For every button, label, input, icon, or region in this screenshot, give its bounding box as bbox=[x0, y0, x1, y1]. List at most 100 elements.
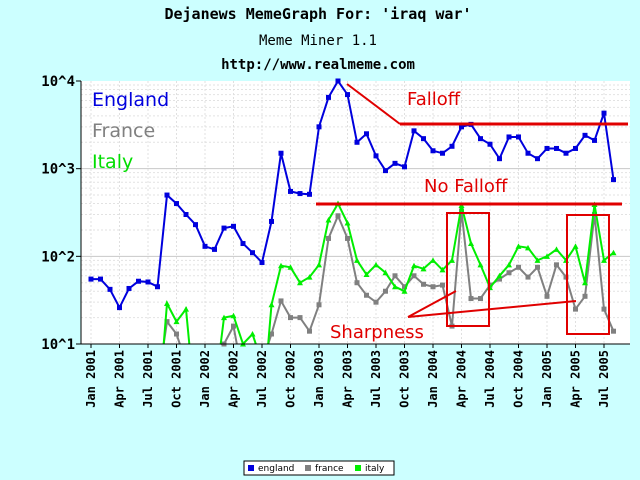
x-tick-label: Apr 2005 bbox=[569, 350, 583, 408]
italy-point bbox=[610, 249, 617, 256]
france-series-label: France bbox=[92, 120, 155, 142]
italy-point bbox=[344, 220, 351, 226]
italy-point bbox=[468, 240, 474, 247]
england-point bbox=[145, 279, 151, 285]
france-point bbox=[316, 302, 322, 308]
france-point bbox=[402, 284, 407, 290]
england-point bbox=[107, 286, 113, 292]
italy-point bbox=[221, 314, 227, 321]
france-point bbox=[468, 296, 474, 302]
france-point bbox=[269, 331, 274, 337]
france-point bbox=[364, 292, 369, 298]
england-point bbox=[335, 78, 341, 84]
france-point bbox=[554, 262, 559, 268]
annotations: Falloff No Falloff Sharpness bbox=[316, 83, 628, 343]
italy-point bbox=[515, 243, 522, 249]
france-point bbox=[601, 306, 607, 312]
england-point bbox=[573, 145, 578, 151]
france-point bbox=[525, 274, 531, 280]
x-tick-label: Jul 2003 bbox=[369, 350, 383, 408]
italy-point bbox=[373, 261, 379, 268]
y-tick-label: 10^2 bbox=[41, 249, 75, 265]
legend-box bbox=[243, 460, 395, 476]
sharpness-pointer-right bbox=[407, 300, 577, 318]
italy-point bbox=[601, 257, 607, 263]
france-point bbox=[440, 282, 445, 288]
england-point bbox=[554, 145, 559, 151]
x-tick-label: Oct 2003 bbox=[398, 350, 412, 408]
x-tick-label: Oct 2002 bbox=[284, 350, 298, 408]
england-point bbox=[164, 192, 170, 198]
sharpness-annotation: Sharpness bbox=[330, 322, 424, 343]
france-point bbox=[611, 328, 616, 334]
england-point bbox=[316, 124, 322, 130]
england-point bbox=[373, 153, 379, 159]
england-point bbox=[278, 150, 284, 156]
france-point bbox=[392, 273, 398, 279]
england-point bbox=[440, 150, 445, 156]
england-point bbox=[221, 225, 227, 231]
italy-point bbox=[183, 306, 189, 312]
falloff-annotation: Falloff bbox=[407, 89, 461, 110]
legend-england-label: england bbox=[258, 464, 294, 474]
x-tick-label: Jul 2004 bbox=[483, 350, 497, 408]
england-point bbox=[430, 148, 436, 154]
england-point bbox=[544, 145, 550, 151]
italy-point bbox=[173, 318, 180, 325]
y-tick-label: 10^3 bbox=[41, 162, 75, 178]
france-point bbox=[535, 264, 540, 270]
england-point bbox=[516, 134, 521, 140]
italy-point bbox=[496, 272, 503, 279]
england-point bbox=[269, 218, 274, 224]
england-point bbox=[212, 246, 217, 252]
italy-point bbox=[401, 288, 408, 294]
sharpness-box-2004 bbox=[446, 212, 490, 327]
chart-title: Dejanews MemeGraph For: 'iraq war' bbox=[164, 5, 471, 23]
france-point bbox=[335, 213, 341, 219]
france-point bbox=[326, 235, 331, 241]
italy-point bbox=[382, 269, 389, 276]
italy-point bbox=[278, 262, 284, 269]
x-tick-label: Jul 2002 bbox=[255, 350, 269, 408]
y-tick-label: 10^4 bbox=[41, 74, 75, 90]
x-axis-ticks: Jan 2001 Apr 2001 Jul 2001 Oct 2001 Jan 2002… bbox=[84, 344, 611, 408]
france-point bbox=[307, 328, 312, 334]
france-point bbox=[354, 280, 360, 286]
france-point bbox=[383, 288, 388, 294]
italy-point bbox=[287, 264, 294, 270]
england-point bbox=[592, 137, 597, 143]
x-tick-label: Jan 2004 bbox=[426, 350, 440, 408]
legend-italy-swatch bbox=[355, 465, 361, 471]
italy-point bbox=[363, 271, 370, 278]
italy-point bbox=[164, 300, 170, 306]
england-point bbox=[259, 260, 265, 266]
england-point bbox=[98, 276, 103, 282]
italy-point bbox=[297, 279, 303, 286]
england-point bbox=[117, 305, 122, 311]
legend-france-label: france bbox=[315, 464, 344, 474]
england-point bbox=[506, 134, 512, 140]
england-point bbox=[525, 150, 531, 156]
x-tick-label: Jan 2003 bbox=[312, 350, 326, 408]
england-point bbox=[459, 124, 464, 130]
england-point bbox=[478, 136, 483, 142]
italy-point bbox=[477, 261, 484, 268]
italy-point bbox=[420, 265, 427, 272]
france-point bbox=[516, 264, 521, 270]
italy-point bbox=[439, 266, 446, 273]
italy-point bbox=[354, 257, 360, 263]
italy-point bbox=[582, 279, 588, 286]
england-point bbox=[136, 278, 141, 284]
italy-point bbox=[392, 283, 398, 290]
england-point bbox=[126, 285, 132, 291]
england-point bbox=[202, 243, 208, 249]
x-tick-label: Jul 2001 bbox=[141, 350, 155, 408]
england-point bbox=[183, 212, 189, 218]
italy-series-label: Italy bbox=[92, 151, 133, 173]
england-point bbox=[535, 156, 540, 162]
italy-point bbox=[230, 312, 237, 319]
x-tick-label: Oct 2004 bbox=[512, 350, 526, 408]
england-point bbox=[563, 150, 569, 156]
france-point bbox=[544, 293, 550, 299]
